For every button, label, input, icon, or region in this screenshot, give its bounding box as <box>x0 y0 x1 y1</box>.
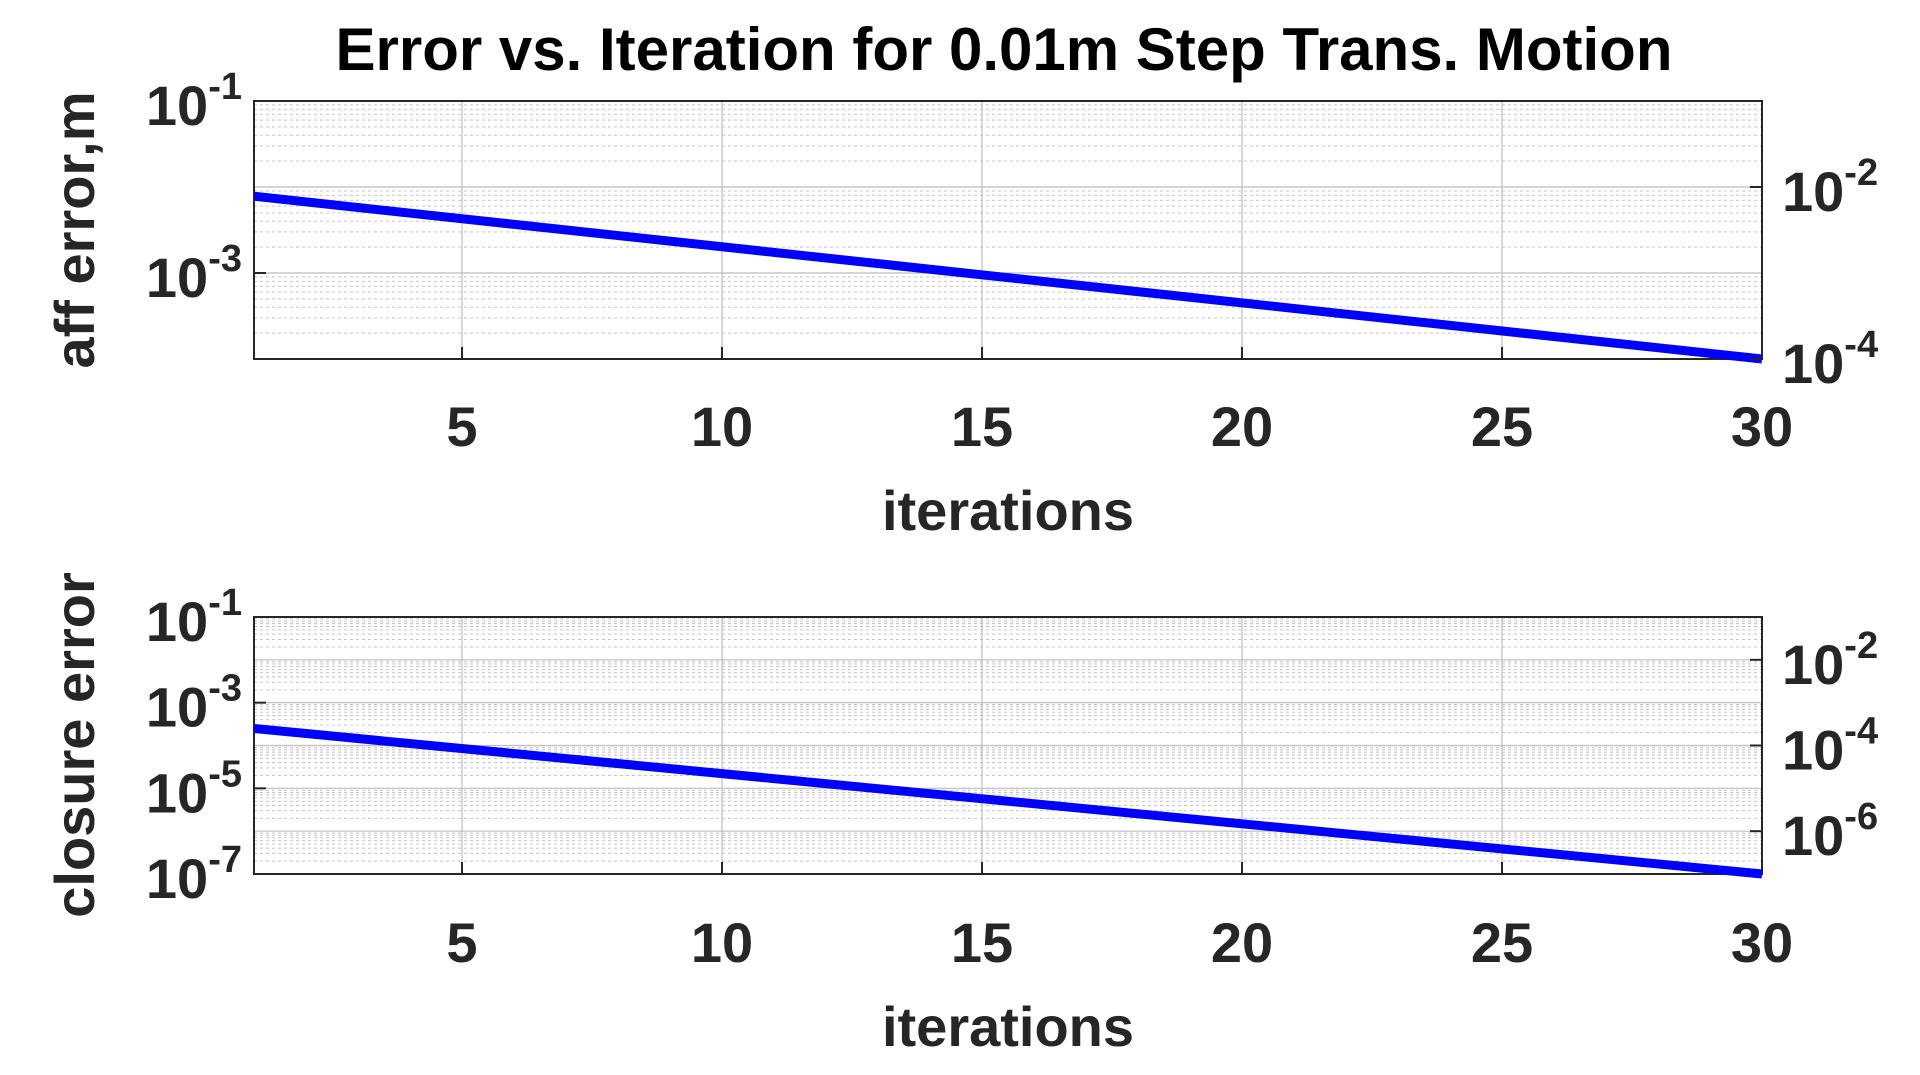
top-plot-aff-error: 5 10 15 20 25 30 10-1 10-3 10-2 10-4 iterations aff… <box>43 66 1878 542</box>
y-tick-label-left: 10-5 <box>146 753 242 824</box>
grid <box>254 617 1763 875</box>
grid <box>254 101 1763 360</box>
x-axis-label: iterations <box>882 995 1134 1058</box>
x-tick-label: 5 <box>446 395 477 458</box>
figure-title: Error vs. Iteration for 0.01m Step Trans… <box>336 16 1673 83</box>
x-tick-label: 25 <box>1471 911 1533 974</box>
x-tick-label: 15 <box>951 395 1013 458</box>
y-tick-label-left: 10-1 <box>146 66 242 137</box>
x-tick-label: 10 <box>691 911 753 974</box>
y-tick-label-right: 10-2 <box>1782 152 1878 223</box>
y-tick-label-left: 10-1 <box>146 582 242 653</box>
x-tick-label: 5 <box>446 911 477 974</box>
y-tick-label-right: 10-4 <box>1782 711 1878 782</box>
series-line <box>253 191 1763 364</box>
x-tick-label: 25 <box>1471 395 1533 458</box>
y-tick-label-left: 10-3 <box>146 238 242 309</box>
y-tick-label-right: 10-4 <box>1782 324 1878 395</box>
x-tick-label: 30 <box>1731 395 1793 458</box>
y-tick-label-right: 10-2 <box>1782 625 1878 696</box>
y-axis-label: aff error,m <box>43 92 106 369</box>
x-tick-label: 15 <box>951 911 1013 974</box>
x-tick-label: 20 <box>1211 911 1273 974</box>
y-axis-label: closure error <box>43 572 106 918</box>
y-tick-label-left: 10-3 <box>146 668 242 739</box>
x-tick-label: 20 <box>1211 395 1273 458</box>
axes-frame <box>253 100 1763 360</box>
x-axis-label: iterations <box>882 479 1134 542</box>
x-tick-label: 10 <box>691 395 753 458</box>
x-tick-label: 30 <box>1731 911 1793 974</box>
y-tick-label-right: 10-6 <box>1782 796 1878 867</box>
series-line <box>253 723 1763 879</box>
y-tick-label-left: 10-7 <box>146 839 242 910</box>
bottom-plot-closure-error: 5 10 15 20 25 30 10-1 10-3 10-5 10-7 10-2 10-4 10-6 i… <box>43 572 1878 1058</box>
